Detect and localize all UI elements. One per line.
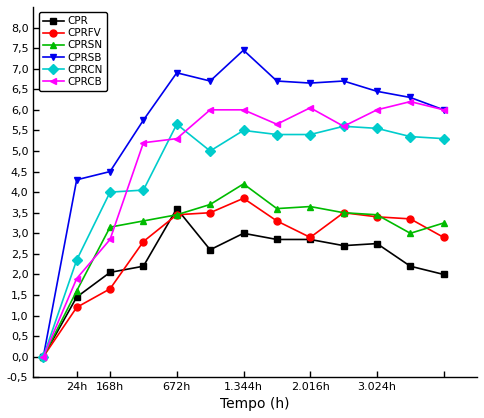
CPR	[241, 231, 246, 236]
CPRFV	[174, 212, 180, 217]
CPRCN	[74, 257, 79, 263]
CPRSN	[74, 288, 79, 293]
CPRCN	[441, 136, 447, 141]
CPR	[441, 272, 447, 277]
CPRCN	[408, 134, 413, 139]
CPR	[174, 206, 180, 211]
CPRCN	[207, 148, 213, 153]
Line: CPRSB: CPRSB	[40, 47, 447, 360]
CPRCB	[408, 99, 413, 104]
CPRCN	[140, 188, 146, 193]
CPRFV	[341, 210, 347, 215]
CPRSN	[40, 354, 46, 359]
CPRFV	[140, 239, 146, 244]
Line: CPRSN: CPRSN	[40, 181, 447, 360]
CPRCB	[107, 237, 113, 242]
CPRCB	[441, 107, 447, 112]
CPRFV	[408, 217, 413, 222]
CPRSB	[40, 354, 46, 359]
CPRSB	[441, 107, 447, 112]
CPRSB	[241, 48, 246, 53]
CPRCB	[274, 122, 280, 127]
CPRCN	[307, 132, 313, 137]
CPR	[40, 354, 46, 359]
CPRSB	[374, 89, 380, 94]
CPR	[307, 237, 313, 242]
CPRCN	[341, 124, 347, 129]
CPRFV	[74, 305, 79, 310]
CPRCB	[307, 105, 313, 110]
CPRCB	[74, 276, 79, 281]
CPRCB	[40, 354, 46, 359]
CPRCB	[241, 107, 246, 112]
CPRSN	[274, 206, 280, 211]
CPRSB	[174, 70, 180, 75]
CPR	[408, 264, 413, 269]
CPRSB	[408, 95, 413, 100]
CPRFV	[40, 354, 46, 359]
CPRSN	[207, 202, 213, 207]
CPRCN	[274, 132, 280, 137]
CPRSB	[341, 79, 347, 84]
CPRSN	[408, 231, 413, 236]
CPRCB	[207, 107, 213, 112]
CPRSB	[107, 169, 113, 174]
CPRCB	[341, 124, 347, 129]
CPRFV	[241, 196, 246, 201]
CPR	[207, 247, 213, 252]
CPRFV	[207, 210, 213, 215]
CPRSN	[441, 221, 447, 226]
CPRFV	[307, 235, 313, 240]
CPRSB	[274, 79, 280, 84]
CPRFV	[274, 219, 280, 224]
CPRSN	[374, 212, 380, 217]
CPR	[74, 295, 79, 300]
CPRCB	[174, 136, 180, 141]
CPRFV	[441, 235, 447, 240]
Line: CPRFV: CPRFV	[40, 195, 447, 360]
CPRCN	[174, 122, 180, 127]
CPRCN	[40, 354, 46, 359]
CPRSB	[207, 79, 213, 84]
CPR	[374, 241, 380, 246]
CPRSN	[140, 219, 146, 224]
CPRCN	[107, 190, 113, 195]
CPRSN	[341, 210, 347, 215]
Line: CPR: CPR	[40, 205, 447, 360]
CPRSB	[307, 81, 313, 86]
Legend: CPR, CPRFV, CPRSN, CPRSB, CPRCN, CPRCB: CPR, CPRFV, CPRSN, CPRSB, CPRCN, CPRCB	[39, 12, 107, 91]
CPRSN	[107, 224, 113, 229]
X-axis label: Tempo (h): Tempo (h)	[220, 397, 290, 411]
CPRCB	[140, 140, 146, 145]
CPRSB	[140, 117, 146, 122]
CPRSN	[174, 212, 180, 217]
CPRSB	[74, 177, 79, 182]
Line: CPRCB: CPRCB	[40, 98, 447, 360]
CPRSN	[307, 204, 313, 209]
CPR	[107, 270, 113, 275]
CPRSN	[241, 181, 246, 186]
CPRCN	[241, 128, 246, 133]
CPRFV	[374, 214, 380, 219]
Line: CPRCN: CPRCN	[40, 121, 447, 360]
CPRFV	[107, 286, 113, 291]
CPR	[341, 243, 347, 248]
CPRCB	[374, 107, 380, 112]
CPRCN	[374, 126, 380, 131]
CPR	[274, 237, 280, 242]
CPR	[140, 264, 146, 269]
